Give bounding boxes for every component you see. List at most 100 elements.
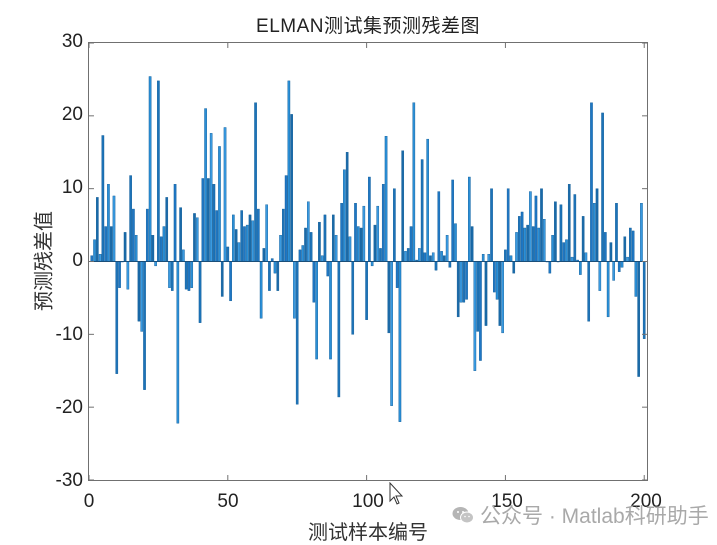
bar <box>443 256 445 262</box>
bar <box>499 262 501 326</box>
bar <box>207 178 209 261</box>
bar <box>374 225 376 261</box>
bar <box>335 235 337 261</box>
bar <box>532 227 534 262</box>
bar <box>285 176 287 262</box>
bar <box>291 114 293 261</box>
bar <box>513 262 515 274</box>
bar <box>254 103 256 262</box>
bar <box>257 209 259 261</box>
x-tick-label: 50 <box>217 491 238 513</box>
bar <box>130 176 132 262</box>
bar <box>638 262 640 377</box>
bar <box>640 203 642 261</box>
y-tick-label: 0 <box>72 250 83 272</box>
x-axis-label: 测试样本编号 <box>308 516 428 545</box>
bar <box>110 227 112 262</box>
bar <box>527 225 529 261</box>
bar <box>293 262 295 319</box>
bar <box>313 262 315 303</box>
bar <box>93 240 95 262</box>
bar <box>235 229 237 261</box>
bar <box>424 253 426 262</box>
x-tick-label: 100 <box>352 491 384 513</box>
bar <box>613 262 615 281</box>
bar <box>479 262 481 361</box>
bar <box>277 262 279 291</box>
bar <box>454 224 456 262</box>
bar <box>174 184 176 261</box>
bar <box>365 262 367 320</box>
bar <box>282 209 284 261</box>
bar <box>471 227 473 262</box>
bar <box>490 189 492 262</box>
bar <box>582 216 584 261</box>
bar <box>560 205 562 262</box>
bar <box>460 262 462 303</box>
bar <box>590 103 592 262</box>
bar <box>155 262 157 266</box>
bar <box>596 189 598 262</box>
bar <box>515 232 517 261</box>
bar <box>413 103 415 262</box>
bar <box>552 235 554 261</box>
bar <box>218 146 220 261</box>
bar <box>107 184 109 261</box>
bar <box>368 177 370 261</box>
watermark: 公众号 · Matlab科研助手 <box>452 500 709 530</box>
y-tick-label: 20 <box>62 104 83 126</box>
bar <box>318 222 320 261</box>
bar <box>474 262 476 371</box>
bar <box>304 228 306 262</box>
bar <box>377 206 379 261</box>
bar <box>91 256 93 262</box>
bar <box>502 262 504 333</box>
bar <box>496 262 498 300</box>
bar <box>324 215 326 262</box>
bar <box>238 243 240 262</box>
bar <box>346 152 348 261</box>
bar <box>310 232 312 261</box>
bar <box>307 202 309 262</box>
bar <box>321 256 323 262</box>
bar <box>263 248 265 261</box>
bar <box>568 184 570 261</box>
bar <box>299 250 301 262</box>
bar-series <box>89 43 647 480</box>
bar <box>363 206 365 261</box>
bar <box>124 232 126 261</box>
bar <box>141 262 143 332</box>
bar <box>332 215 334 262</box>
bar <box>302 245 304 261</box>
bar <box>338 262 340 397</box>
mouse-cursor-icon <box>389 482 405 506</box>
bar <box>196 218 198 262</box>
bar <box>357 227 359 262</box>
bar <box>385 136 387 261</box>
bar <box>191 262 193 288</box>
bar <box>193 213 195 261</box>
bar <box>407 248 409 261</box>
bar <box>393 189 395 262</box>
y-tick-label: -20 <box>56 397 83 419</box>
bar <box>629 228 631 262</box>
bar <box>524 228 526 262</box>
bar <box>229 262 231 301</box>
bar <box>429 256 431 262</box>
bar <box>210 133 212 261</box>
bar <box>435 262 437 271</box>
bar <box>343 170 345 262</box>
bar <box>565 240 567 262</box>
bar <box>468 177 470 261</box>
bar <box>99 254 101 261</box>
bar <box>118 262 120 288</box>
bar <box>432 253 434 262</box>
bar <box>249 215 251 262</box>
bar <box>105 227 107 262</box>
bar <box>341 203 343 261</box>
bar <box>504 250 506 262</box>
bar <box>599 262 601 291</box>
bar <box>518 216 520 261</box>
bar <box>349 237 351 262</box>
